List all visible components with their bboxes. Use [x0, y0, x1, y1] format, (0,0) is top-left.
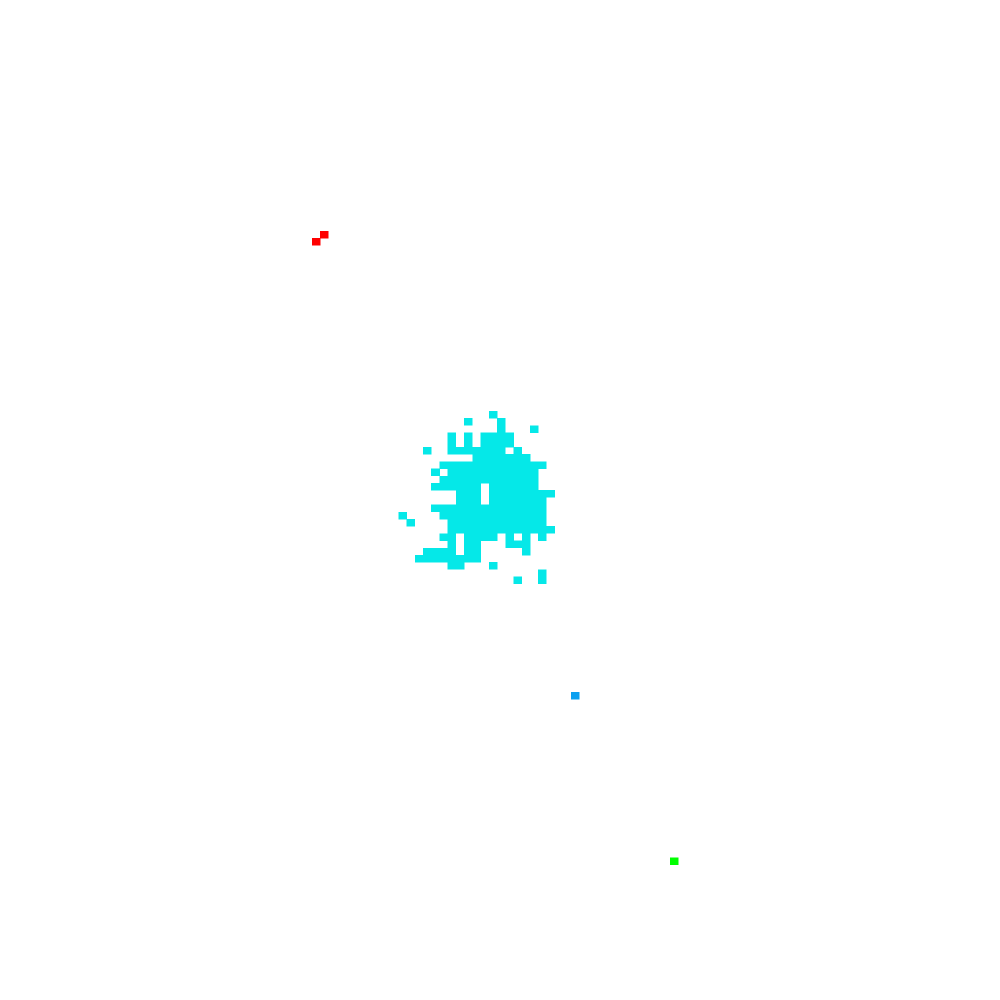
cell-cluster — [488, 411, 498, 419]
cell-cluster — [513, 576, 523, 585]
cell-cluster — [447, 540, 457, 549]
cell-cluster — [439, 461, 547, 469]
cell-cluster — [513, 447, 523, 455]
cell-cluster — [464, 439, 473, 448]
cell-cluster — [439, 511, 547, 520]
cell-cluster — [538, 569, 547, 577]
cell-cluster — [455, 490, 481, 498]
cell-cluster — [398, 511, 407, 520]
cell-cluster — [464, 432, 473, 441]
cell-cluster — [505, 540, 531, 549]
cell-cluster — [447, 432, 457, 441]
cell-cluster — [414, 555, 481, 563]
cell-cluster — [521, 547, 531, 556]
cell-cluster — [431, 468, 440, 477]
cell-cluster — [447, 468, 539, 477]
cell-cluster — [439, 533, 457, 541]
cell-cluster — [464, 540, 481, 549]
cell-green — [669, 857, 679, 865]
cell-cluster — [480, 432, 514, 441]
cell-cluster — [472, 454, 531, 462]
cell-cluster — [488, 490, 555, 498]
cell-cluster — [464, 533, 498, 541]
cell-cluster — [497, 418, 506, 426]
cell-cluster — [488, 562, 498, 570]
cell-cluster — [488, 483, 539, 491]
cell-layer — [311, 231, 679, 865]
cell-cluster — [488, 497, 547, 505]
cell-cluster — [439, 475, 539, 484]
cell-cluster — [464, 547, 481, 556]
cell-cluster — [431, 504, 547, 513]
cell-cluster — [480, 439, 514, 448]
cell-cluster — [447, 439, 457, 448]
cell-cluster — [406, 519, 416, 527]
cell-cluster — [455, 497, 481, 505]
cell-cluster — [431, 483, 481, 491]
cell-cluster — [529, 425, 539, 433]
cell-cluster — [521, 533, 531, 541]
cell-cluster — [447, 519, 547, 527]
cell-cluster — [538, 576, 547, 585]
cell-cluster — [464, 418, 473, 426]
cell-blue — [571, 691, 580, 700]
cell-cluster — [447, 526, 555, 534]
cell-red — [311, 238, 321, 246]
cell-cluster — [538, 533, 547, 541]
cell-cluster — [497, 425, 506, 433]
cell-cluster — [422, 547, 457, 556]
cell-red — [320, 231, 329, 239]
cell-cluster — [422, 447, 432, 455]
cell-cluster — [447, 562, 465, 570]
cell-cluster — [447, 447, 506, 455]
cell-cluster — [505, 533, 514, 541]
